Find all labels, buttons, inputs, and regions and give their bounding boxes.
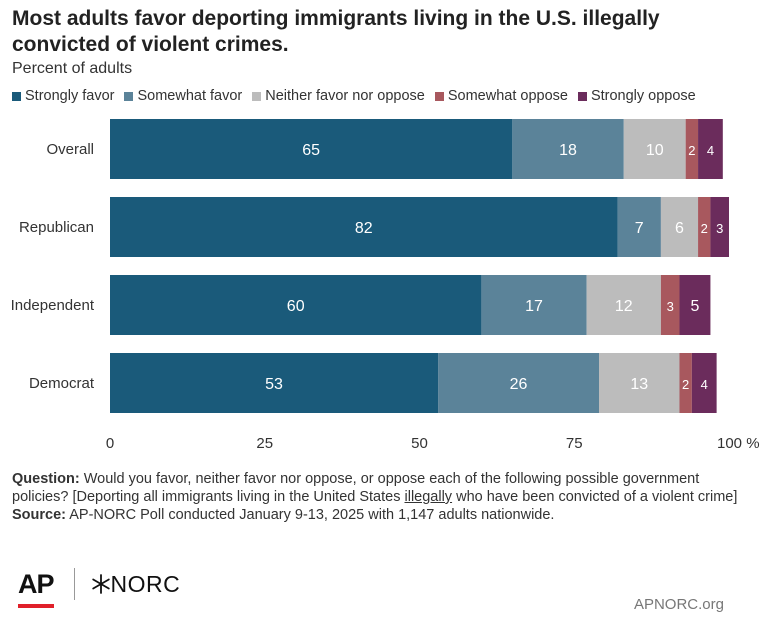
chart-subtitle: Percent of adults bbox=[12, 60, 133, 77]
ap-logo: AP bbox=[18, 568, 55, 608]
legend-label: Strongly favor bbox=[25, 88, 115, 104]
data-label: 7 bbox=[635, 220, 644, 237]
ap-logo-text: AP bbox=[18, 568, 55, 599]
question-label: Question: bbox=[12, 471, 80, 487]
legend-swatch bbox=[434, 91, 444, 101]
data-label: 3 bbox=[716, 221, 723, 236]
bar-segment bbox=[623, 119, 686, 179]
data-label: 10 bbox=[646, 142, 664, 159]
data-label: 3 bbox=[667, 299, 674, 314]
bar-segment bbox=[698, 119, 723, 179]
logos: AP NORC bbox=[18, 568, 181, 608]
x-tick-label: 75 bbox=[566, 435, 583, 452]
bar-segment bbox=[110, 353, 439, 413]
norc-logo: NORC bbox=[91, 571, 181, 598]
x-tick-label: 100 % bbox=[717, 435, 760, 452]
data-label: 13 bbox=[630, 376, 648, 393]
data-label: 18 bbox=[559, 142, 577, 159]
asterisk-icon bbox=[91, 573, 110, 594]
category-label: Overall bbox=[46, 141, 94, 158]
bar-segment bbox=[710, 197, 729, 257]
data-label: 12 bbox=[615, 298, 633, 315]
data-label: 4 bbox=[701, 377, 708, 392]
site-url: APNORC.org bbox=[633, 596, 724, 613]
category-label: Democrat bbox=[29, 375, 95, 392]
logo-divider bbox=[73, 568, 75, 600]
bar-segment bbox=[691, 353, 717, 413]
data-label: 82 bbox=[355, 220, 373, 237]
legend-label: Somewhat favor bbox=[137, 88, 243, 104]
bar-segment bbox=[685, 119, 699, 179]
legend-item: Strongly oppose bbox=[577, 88, 696, 104]
bar-segment bbox=[481, 275, 587, 335]
footnote: Question: Would you favor, neither favor… bbox=[12, 470, 757, 524]
bar-segment bbox=[660, 197, 699, 257]
data-label: 5 bbox=[691, 298, 700, 315]
legend-label: Somewhat oppose bbox=[447, 88, 568, 104]
x-tick-label: 50 bbox=[411, 435, 428, 452]
legend-label: Neither favor nor oppose bbox=[265, 88, 425, 104]
data-label: 53 bbox=[265, 376, 283, 393]
category-label: Independent bbox=[11, 297, 95, 314]
bar-segment bbox=[698, 197, 711, 257]
ap-logo-underline bbox=[18, 603, 54, 608]
data-label: 2 bbox=[688, 143, 695, 158]
legend-swatch bbox=[12, 91, 21, 101]
bar-segment bbox=[438, 353, 600, 413]
data-label: 6 bbox=[675, 220, 684, 237]
bar-segment bbox=[110, 197, 618, 257]
question-note: Question: Would you favor, neither favor… bbox=[12, 470, 757, 506]
source-note: Source: AP-NORC Poll conducted January 9… bbox=[12, 506, 757, 524]
legend-swatch bbox=[252, 91, 262, 101]
source-label: Source: bbox=[12, 507, 66, 523]
category-label: Republican bbox=[19, 219, 94, 236]
bar-segment bbox=[586, 275, 661, 335]
bar-segment bbox=[679, 275, 711, 335]
source-text: AP-NORC Poll conducted January 9-13, 202… bbox=[69, 507, 555, 523]
legend-item: Neither favor nor oppose bbox=[252, 88, 425, 104]
bar-segment bbox=[512, 119, 624, 179]
legend-item: Strongly favor bbox=[12, 88, 114, 104]
bar-segment bbox=[660, 275, 680, 335]
data-label: 2 bbox=[701, 221, 708, 236]
legend-label: Strongly oppose bbox=[590, 88, 696, 104]
question-text-part2: who have been convicted of a violent cri… bbox=[456, 489, 738, 505]
question-text-underlined: illegally bbox=[404, 489, 453, 505]
data-label: 26 bbox=[510, 376, 528, 393]
x-tick-label: 25 bbox=[256, 435, 273, 452]
legend-swatch bbox=[124, 91, 134, 101]
question-text-part1: Would you favor, neither favor nor oppos… bbox=[12, 471, 700, 505]
data-label: 4 bbox=[707, 143, 714, 158]
chart-legend: Strongly favor Somewhat favor Neither favo… bbox=[12, 88, 757, 104]
bar-segment bbox=[110, 119, 513, 179]
legend-item: Somewhat oppose bbox=[434, 88, 568, 104]
bar-segment bbox=[617, 197, 661, 257]
x-tick-label: 0 bbox=[106, 435, 114, 452]
data-label: 2 bbox=[682, 377, 689, 392]
data-label: 17 bbox=[525, 298, 543, 315]
chart-title: Most adults favor deporting immigrants l… bbox=[12, 7, 660, 56]
legend-item: Somewhat favor bbox=[124, 88, 242, 104]
norc-logo-text: NORC bbox=[110, 570, 181, 597]
data-label: 60 bbox=[287, 298, 305, 315]
bar-segment bbox=[599, 353, 680, 413]
bar-segment bbox=[110, 275, 482, 335]
data-label: 65 bbox=[302, 142, 320, 159]
bar-segment bbox=[679, 353, 692, 413]
legend-swatch bbox=[577, 91, 587, 101]
